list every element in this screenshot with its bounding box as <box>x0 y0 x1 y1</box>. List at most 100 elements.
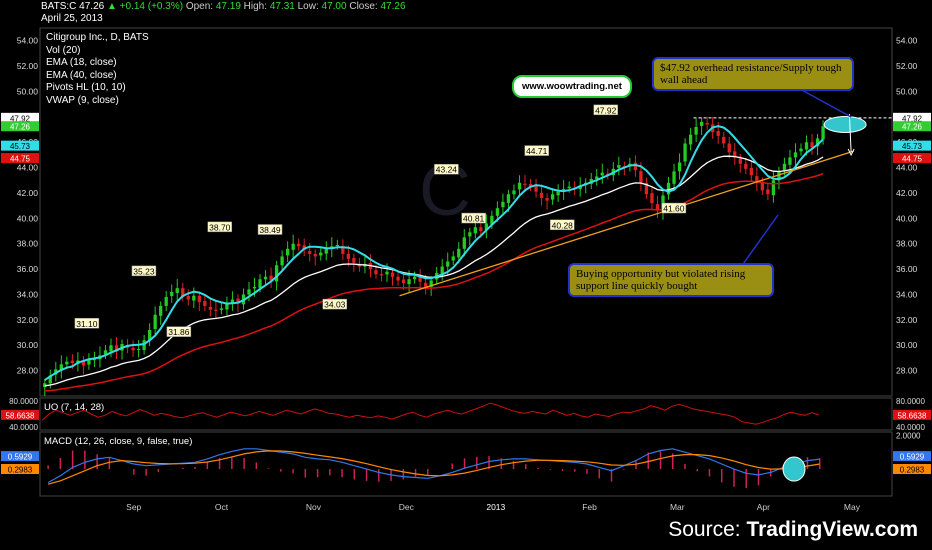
candle-body <box>749 167 753 176</box>
macd-line <box>47 448 820 484</box>
candle-body <box>269 275 273 281</box>
axis-tag-right <box>893 140 931 151</box>
candle-body <box>153 314 157 329</box>
pivot-label: 43.24 <box>436 165 458 175</box>
candle-body <box>810 142 814 148</box>
candle-body <box>70 360 75 364</box>
candle-body <box>755 176 759 183</box>
candle-body <box>247 289 251 295</box>
candle-body <box>733 151 737 158</box>
high-value: 47.31 <box>269 1 295 12</box>
candle-body <box>197 295 201 303</box>
candle-body <box>799 148 803 152</box>
candle-body <box>291 243 295 250</box>
candle-body <box>539 192 544 199</box>
time-axis-tick: Feb <box>582 502 597 512</box>
candle-body <box>142 340 146 351</box>
price-axis-right-tick: 52.00 <box>896 61 918 71</box>
candle-body <box>495 208 500 216</box>
candle-body <box>501 201 505 208</box>
candle-body <box>468 232 472 237</box>
change-value: +0.14 (+0.3%) <box>119 1 184 12</box>
low-label: Low: <box>297 1 319 12</box>
uo-axis-left-tick: 40.0000 <box>9 423 38 432</box>
price-axis-right-tick: 38.00 <box>896 239 918 249</box>
candle-body <box>440 266 444 274</box>
uo-axis-right-tick: 40.0000 <box>896 423 925 432</box>
legend-title[interactable]: Citigroup Inc., D, BATS <box>46 32 149 43</box>
macd-tag-right-label: 0.5929 <box>900 453 925 462</box>
candle-body <box>556 191 560 196</box>
pivot-label-bg <box>524 145 549 156</box>
price-axis-right-tick: 54.00 <box>896 36 918 46</box>
legend-item-ema18[interactable]: EMA (18, close) <box>46 57 117 68</box>
candle-body <box>523 183 527 185</box>
legend-item-vol[interactable]: Vol (20) <box>46 44 81 56</box>
candle-body <box>186 296 190 300</box>
macd-tag-left <box>1 464 39 474</box>
candle-body <box>793 152 798 158</box>
time-axis-tick: Apr <box>757 502 770 512</box>
uo-line <box>41 402 819 425</box>
candle-body <box>236 298 240 304</box>
candle-body <box>771 180 776 196</box>
date-label: April 25, 2013 <box>41 13 103 24</box>
price-axis-left-tick: 36.00 <box>17 264 39 274</box>
pivot-label-bg <box>207 221 233 233</box>
price-axis-left-tick: 32.00 <box>17 315 39 325</box>
pivot-label: 31.10 <box>76 319 98 329</box>
candle-body <box>59 364 63 371</box>
vwap-line <box>44 125 824 381</box>
price-header: BATS:C 47.26 ▲ +0.14 (+0.3%) Open: 47.19… <box>41 1 406 12</box>
change-up-icon: ▲ <box>106 1 117 12</box>
candle-body <box>777 171 781 181</box>
candle-body <box>379 274 384 276</box>
pivot-label-bg <box>322 298 348 310</box>
candle-body <box>92 359 97 361</box>
candle-body <box>423 282 428 287</box>
legend-item-ema40[interactable]: EMA (40, close) <box>46 69 117 81</box>
candle-body <box>214 309 218 311</box>
candle-body <box>633 162 638 171</box>
candle-body <box>170 291 174 297</box>
candle-body <box>65 361 69 365</box>
legend-item-pivots[interactable]: Pivots HL (10, 10) <box>46 82 126 93</box>
candle-body <box>766 189 770 195</box>
pivot-label: 40.81 <box>463 214 485 224</box>
candle-body <box>738 158 742 164</box>
candle-body <box>418 275 422 282</box>
candle-body <box>804 142 809 150</box>
candle-body <box>639 171 643 183</box>
macd-tag-right <box>893 464 931 474</box>
candle-body <box>490 215 494 225</box>
axis-tag-left <box>1 121 39 132</box>
resistance-note-pointer <box>797 87 852 118</box>
candle-body <box>528 184 533 187</box>
open-label: Open: <box>185 1 214 12</box>
candle-body <box>258 279 262 288</box>
candle-body <box>650 193 654 204</box>
macd-tag-left-label: 0.5929 <box>8 453 33 462</box>
candle-body <box>87 359 91 365</box>
candle-body <box>677 162 682 172</box>
time-axis-tick: Nov <box>306 502 322 512</box>
source-brand: TradingView.com <box>746 518 918 541</box>
macd-tag-left-label: 0.2983 <box>8 466 33 475</box>
source-prefix: Source: <box>668 518 747 541</box>
candle-body <box>462 237 466 249</box>
pivot-label-bg <box>661 202 687 214</box>
price-axis-left-tick: 30.00 <box>17 340 39 350</box>
legend-item-vwap[interactable]: VWAP (9, close) <box>46 94 119 106</box>
pivot-label: 44.71 <box>526 146 548 156</box>
candle-body <box>705 122 709 125</box>
axis-tag-left <box>1 112 39 123</box>
candle-body <box>412 276 417 280</box>
candle-body <box>815 138 820 147</box>
candle-body <box>512 190 516 195</box>
candle-body <box>479 227 483 232</box>
uo-title: UO (7, 14, 28) <box>44 402 104 413</box>
macd-title: MACD (12, 26, close, 9, false, true) <box>44 436 192 447</box>
candle-body <box>109 345 113 352</box>
resistance-note: $47.92 overhead resistance/Supply tough … <box>652 57 854 91</box>
